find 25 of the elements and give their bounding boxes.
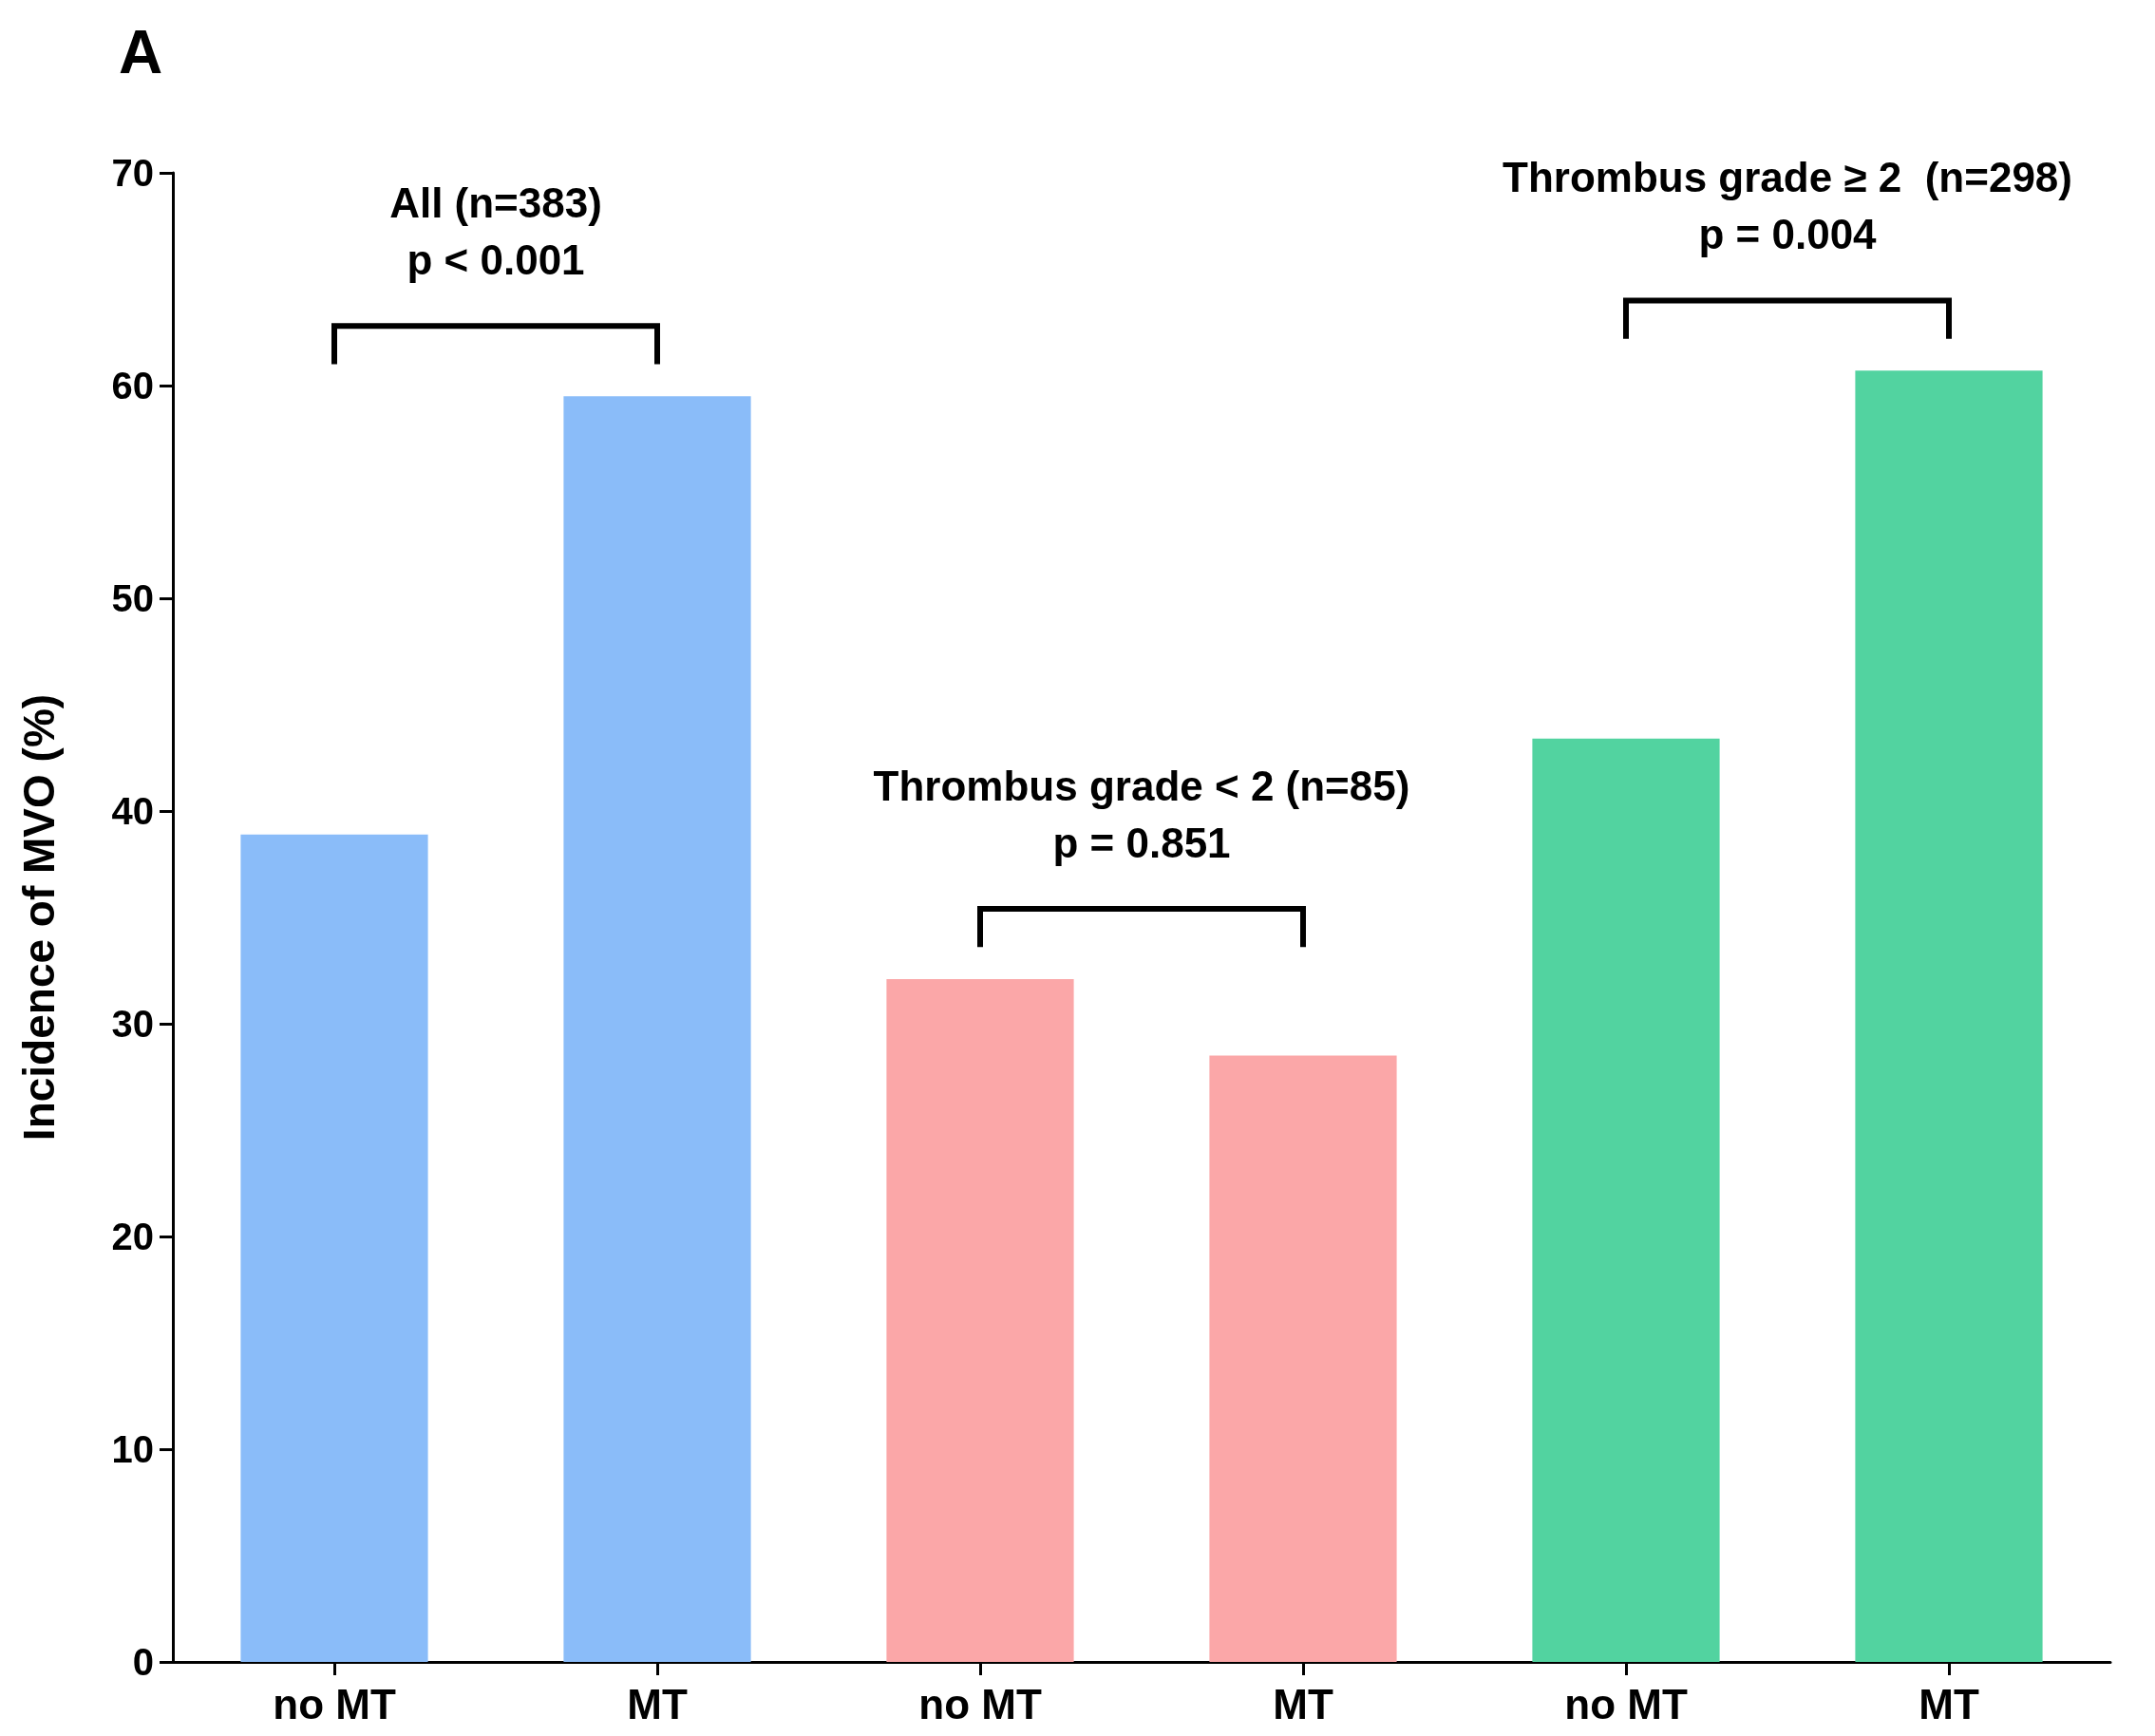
x-tick-label: MT <box>1273 1680 1333 1727</box>
x-tick-label: MT <box>627 1680 688 1727</box>
y-tick-label: 60 <box>111 365 154 406</box>
x-tick-label: no MT <box>918 1680 1042 1727</box>
x-tick-label: no MT <box>273 1680 396 1727</box>
bar <box>1532 738 1720 1662</box>
annotation: Thrombus grade < 2 (n=85) p = 0.851 <box>873 762 1410 866</box>
bar <box>886 978 1074 1662</box>
y-axis-title: Incidence of MVO (%) <box>14 693 64 1142</box>
bar <box>1855 370 2043 1662</box>
annotation: Thrombus grade ≥ 2 (n=298) p = 0.004 <box>1503 153 2072 257</box>
y-tick-label: 30 <box>111 1003 154 1045</box>
bar <box>1209 1055 1397 1662</box>
x-tick-label: no MT <box>1564 1680 1688 1727</box>
y-tick-label: 50 <box>111 577 154 619</box>
y-tick-label: 40 <box>111 790 154 832</box>
bar <box>563 396 751 1662</box>
y-tick-label: 20 <box>111 1216 154 1257</box>
y-tick-label: 70 <box>111 152 154 194</box>
chart-title: A <box>119 18 163 86</box>
annotation: All (n=383) p < 0.001 <box>389 179 602 283</box>
y-tick-label: 0 <box>132 1641 154 1683</box>
bar <box>240 834 428 1662</box>
y-tick-label: 10 <box>111 1428 154 1470</box>
x-tick-label: MT <box>1919 1680 1979 1727</box>
